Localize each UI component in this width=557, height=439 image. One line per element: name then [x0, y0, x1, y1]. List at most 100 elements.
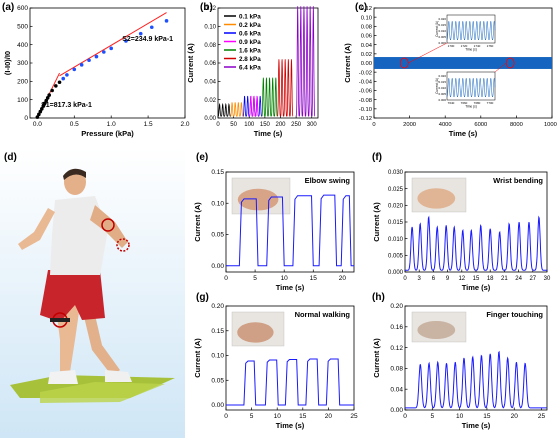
y-axis-label: Current (A): [186, 43, 195, 83]
inset-x-tick: 7660: [461, 101, 468, 105]
panel-label: (b): [200, 2, 213, 13]
signal-band: [374, 57, 552, 69]
y-tick-label: 0.08: [204, 43, 216, 49]
x-tick-label: 9: [446, 276, 450, 282]
y-tick-label: 0.000: [388, 270, 404, 276]
inset-x-tick: 7640: [448, 101, 455, 105]
plot-frame: [225, 305, 355, 411]
data-point: [149, 25, 154, 30]
data-point: [45, 96, 50, 100]
data-point: [37, 112, 41, 117]
x-axis-label: Time (s): [462, 421, 491, 430]
y-tick-label: 0.00: [211, 402, 224, 409]
x-axis-label: Time (s): [462, 283, 491, 292]
ground-shadow-2: [40, 382, 165, 403]
x-tick-label: 27: [529, 276, 536, 282]
chart-title: Wrist bending: [493, 176, 543, 185]
data-point: [72, 67, 77, 72]
x-axis-label: Time (s): [276, 421, 305, 430]
series-line-5: [277, 59, 294, 117]
signal-line: [226, 358, 354, 406]
y-tick-label: -0.02: [359, 70, 372, 76]
data-point: [61, 76, 66, 81]
x-axis-label: Time (s): [449, 129, 478, 138]
x-tick-label: 5: [430, 413, 434, 420]
signal-line: [405, 350, 547, 409]
y-tick-label: 200: [17, 79, 28, 86]
y-tick-label: 0.02: [204, 98, 216, 104]
inset-y-label: Current (A): [435, 78, 439, 94]
y-tick-label: -0.12: [359, 116, 372, 122]
x-tick-label: 21: [501, 276, 508, 282]
connector: [408, 42, 448, 64]
y-axis-label: Current (A): [343, 43, 352, 83]
data-point: [102, 50, 106, 54]
x-tick-label: 0: [403, 413, 407, 420]
inset-photo-skin: [237, 322, 274, 343]
data-point: [35, 115, 40, 119]
inset-y-tick: 0.010: [438, 29, 446, 33]
inset-y-label: Current (A): [435, 21, 439, 37]
connector: [494, 62, 507, 73]
data-point: [44, 98, 49, 103]
x-tick-label: 1.5: [144, 121, 153, 128]
x-tick-label: 0: [403, 276, 407, 282]
y-tick-label: 0.10: [204, 25, 216, 31]
y-axis-label: Current (A): [193, 202, 202, 242]
data-point: [94, 54, 99, 59]
data-point: [124, 39, 128, 43]
series-line-3: [249, 95, 259, 117]
y-axis-label: Current (A): [372, 338, 381, 378]
panel-label: (g): [196, 292, 209, 303]
y-tick-label: 0.06: [361, 34, 372, 40]
y-tick-label: 0.16: [390, 324, 403, 331]
inset-line: [446, 78, 496, 98]
legend-label: 1.6 kPa: [239, 47, 261, 54]
y-tick-label: 0.20: [211, 303, 224, 310]
legend-label: 0.1 kPa: [239, 13, 261, 20]
y-tick-label: 0.12: [204, 6, 216, 12]
x-tick-label: 15: [299, 413, 307, 420]
panel-d-label: (d): [4, 152, 17, 163]
y-tick-label: 0.05: [211, 377, 224, 384]
y-tick-label: 0.10: [211, 200, 224, 207]
panel-c: (c) 0 2000 4000 6000 8000 10000 -0.12 -0.10 -0.08…: [343, 2, 557, 138]
legend-label: 0.6 kPa: [239, 30, 261, 37]
data-point: [54, 84, 58, 88]
x-tick-label: 5: [253, 275, 257, 282]
x-tick-label: 150: [260, 122, 271, 128]
legend-label: 0.2 kPa: [239, 22, 261, 29]
x-tick-label: 10: [281, 275, 289, 282]
x-tick-label: 6000: [474, 122, 487, 128]
x-tick-label: 250: [291, 122, 302, 128]
y-tick-label: 0.04: [390, 386, 403, 393]
x-tick-label: 25: [538, 413, 546, 420]
data-point: [164, 19, 169, 23]
x-tick-label: 100: [244, 122, 255, 128]
y-tick-label: 0.010: [388, 237, 404, 243]
panel-d: (d): [0, 148, 185, 438]
data-point: [38, 109, 43, 114]
x-tick-label: 0: [224, 413, 228, 420]
panel-e: (e) 0 5 10 15 20 0.00 0.05 0.10 0.15 Time (s) Curre…: [193, 152, 355, 292]
data-point: [57, 80, 62, 85]
inset-y-tick: 0.020: [438, 17, 446, 21]
x-tick-label: 0: [224, 275, 228, 282]
series-line-1: [230, 102, 244, 117]
inset-x-tick: 7700: [487, 101, 494, 105]
x-tick-label: 2000: [403, 122, 416, 128]
runner-illustration: [18, 168, 132, 384]
signal-line: [226, 194, 354, 267]
series-line-4: [261, 77, 278, 117]
legend-label: 0.9 kPa: [239, 39, 261, 46]
y-tick-label: 0.025: [388, 187, 404, 193]
y-tick-label: 0.12: [390, 345, 403, 352]
y-tick-label: 0.00: [204, 116, 216, 122]
inset-y-tick: 0.020: [438, 74, 446, 78]
y-tick-label: 0.00: [361, 61, 372, 67]
inset-y-tick: 0.000: [438, 98, 446, 102]
x-tick-label: 15: [473, 276, 480, 282]
x-tick-label: 1.0: [107, 121, 116, 128]
panel-label: (f): [372, 152, 382, 163]
x-tick-label: 15: [310, 275, 318, 282]
